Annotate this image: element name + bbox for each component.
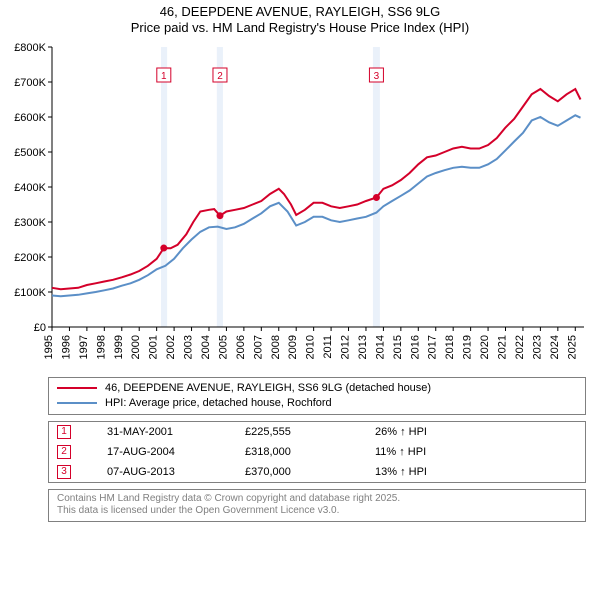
series-price_paid <box>52 89 581 289</box>
sales-table: 1 31-MAY-2001£225,55526% ↑ HPI 2 17-AUG-200… <box>48 421 586 483</box>
shaded-range <box>217 47 223 327</box>
y-tick-label: £800K <box>14 42 46 54</box>
x-tick-label: 2017 <box>427 335 439 359</box>
y-tick-label: £0 <box>34 322 46 334</box>
x-tick-label: 2023 <box>531 335 543 359</box>
shaded-range <box>161 47 167 327</box>
x-tick-label: 1998 <box>95 335 107 359</box>
footer: Contains HM Land Registry data © Crown c… <box>48 489 586 522</box>
footer-line-1: Contains HM Land Registry data © Crown c… <box>57 493 577 506</box>
x-tick-label: 2020 <box>479 335 491 359</box>
table-price: £225,555 <box>245 426 375 438</box>
x-tick-label: 2022 <box>514 335 526 359</box>
series-hpi <box>52 115 581 296</box>
table-pct: 26% ↑ HPI <box>375 426 427 438</box>
x-tick-label: 2011 <box>322 335 334 359</box>
legend-row: HPI: Average price, detached house, Roch… <box>57 396 577 411</box>
table-price: £318,000 <box>245 446 375 458</box>
x-tick-label: 2019 <box>462 335 474 359</box>
x-tick-label: 1997 <box>78 335 90 359</box>
x-tick-label: 1995 <box>43 335 55 359</box>
x-tick-label: 2007 <box>252 335 264 359</box>
legend-label: 46, DEEPDENE AVENUE, RAYLEIGH, SS6 9LG (… <box>105 381 431 396</box>
title-main: 46, DEEPDENE AVENUE, RAYLEIGH, SS6 9LG <box>0 4 600 19</box>
table-row: 1 31-MAY-2001£225,55526% ↑ HPI <box>49 422 585 442</box>
table-marker: 2 <box>57 445 71 459</box>
y-tick-label: £200K <box>14 252 46 264</box>
y-tick-label: £300K <box>14 217 46 229</box>
sale-dot <box>160 245 167 252</box>
table-date: 31-MAY-2001 <box>107 426 245 438</box>
table-price: £370,000 <box>245 466 375 478</box>
y-tick-label: £500K <box>14 147 46 159</box>
x-tick-label: 2005 <box>217 335 229 359</box>
x-tick-label: 2003 <box>183 335 195 359</box>
x-tick-label: 2008 <box>270 335 282 359</box>
chart-svg: £0 £100K £200K £300K £400K £500K £600K £700K £80… <box>10 41 590 371</box>
legend-swatch <box>57 402 97 404</box>
table-pct: 11% ↑ HPI <box>375 446 426 458</box>
sale-annot-num: 2 <box>217 71 223 82</box>
title-sub: Price paid vs. HM Land Registry's House … <box>0 20 600 35</box>
sale-annot-num: 1 <box>161 71 167 82</box>
table-marker: 3 <box>57 465 71 479</box>
sale-dot <box>216 212 223 219</box>
legend-row: 46, DEEPDENE AVENUE, RAYLEIGH, SS6 9LG (… <box>57 381 577 396</box>
sale-annot-num: 3 <box>374 71 380 82</box>
x-tick-label: 1999 <box>113 335 125 359</box>
y-tick-label: £700K <box>14 77 46 89</box>
x-tick-label: 2014 <box>374 335 386 359</box>
legend-swatch <box>57 387 97 389</box>
x-tick-label: 2024 <box>549 335 561 359</box>
table-date: 17-AUG-2004 <box>107 446 245 458</box>
x-tick-label: 2013 <box>357 335 369 359</box>
table-row: 3 07-AUG-2013£370,00013% ↑ HPI <box>49 462 585 482</box>
x-tick-label: 2010 <box>305 335 317 359</box>
chart-area: £0 £100K £200K £300K £400K £500K £600K £700K £80… <box>10 41 590 371</box>
table-pct: 13% ↑ HPI <box>375 466 427 478</box>
x-tick-label: 2000 <box>130 335 142 359</box>
page-root: 46, DEEPDENE AVENUE, RAYLEIGH, SS6 9LG P… <box>0 0 600 590</box>
x-tick-label: 2009 <box>287 335 299 359</box>
table-date: 07-AUG-2013 <box>107 466 245 478</box>
legend: 46, DEEPDENE AVENUE, RAYLEIGH, SS6 9LG (… <box>48 377 586 415</box>
x-tick-label: 2012 <box>340 335 352 359</box>
x-tick-label: 2016 <box>409 335 421 359</box>
x-tick-label: 2018 <box>444 335 456 359</box>
table-row: 2 17-AUG-2004£318,00011% ↑ HPI <box>49 442 585 462</box>
x-tick-label: 2001 <box>148 335 160 359</box>
x-tick-label: 2021 <box>497 335 509 359</box>
titles: 46, DEEPDENE AVENUE, RAYLEIGH, SS6 9LG P… <box>0 0 600 35</box>
footer-line-2: This data is licensed under the Open Gov… <box>57 505 577 518</box>
x-tick-label: 2015 <box>392 335 404 359</box>
y-tick-label: £100K <box>14 287 46 299</box>
sale-dot <box>373 194 380 201</box>
x-tick-label: 2004 <box>200 335 212 359</box>
x-tick-label: 2006 <box>235 335 247 359</box>
shaded-range <box>373 47 380 327</box>
legend-label: HPI: Average price, detached house, Roch… <box>105 396 332 411</box>
table-marker: 1 <box>57 425 71 439</box>
y-tick-label: £600K <box>14 112 46 124</box>
x-tick-label: 2002 <box>165 335 177 359</box>
y-tick-label: £400K <box>14 182 46 194</box>
x-tick-label: 2025 <box>566 335 578 359</box>
x-tick-label: 1996 <box>60 335 72 359</box>
